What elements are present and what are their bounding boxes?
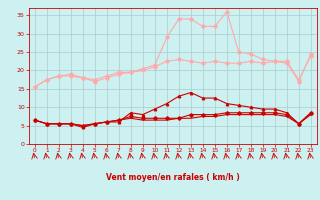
Text: Vent moyen/en rafales ( km/h ): Vent moyen/en rafales ( km/h ) <box>106 173 240 182</box>
